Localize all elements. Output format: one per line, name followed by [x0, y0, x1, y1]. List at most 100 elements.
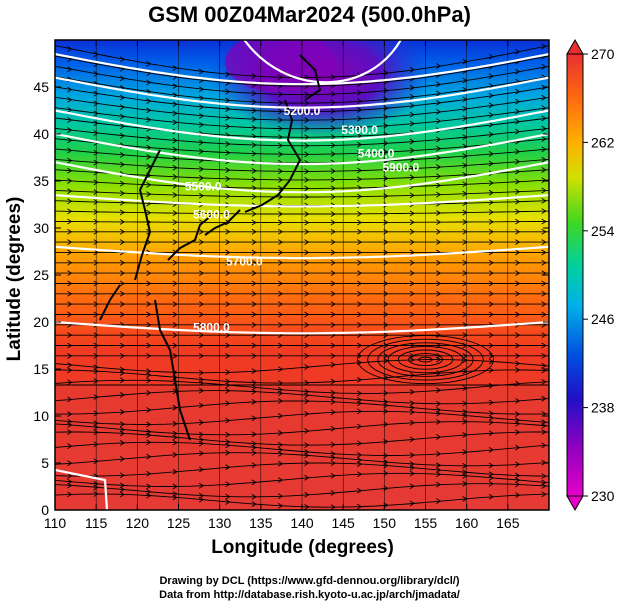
colorbar-ticks: 230 238 246 254 262 270	[583, 46, 615, 504]
wind-arrow	[436, 109, 442, 115]
wind-arrow	[172, 342, 178, 349]
credit-drawing: Drawing by DCL (https://www.gfd-dennou.o…	[159, 575, 460, 587]
contour-line	[55, 53, 549, 86]
wind-arrow	[146, 280, 152, 287]
wind-arrow	[93, 458, 99, 465]
wind-arrow	[304, 239, 310, 245]
wind-arrow	[515, 249, 521, 256]
wind-arrow	[515, 411, 521, 417]
y-tick-label: 35	[33, 173, 49, 189]
wind-arrow	[330, 409, 336, 416]
wind-arrow	[488, 73, 494, 80]
wind-arrow	[67, 491, 73, 498]
wind-arrow	[172, 491, 178, 497]
wind-arrow	[488, 399, 494, 406]
wind-arrow	[330, 125, 336, 132]
wind-arrow	[146, 407, 152, 413]
wind-arrow	[409, 111, 415, 118]
wind-arrow	[251, 99, 257, 105]
wind-arrow	[383, 408, 389, 415]
wind-arrow	[515, 259, 521, 266]
wind-arrow	[304, 342, 310, 349]
wind-arrow	[119, 486, 126, 493]
wind-arrow	[278, 386, 284, 393]
wind-arrow	[198, 192, 205, 199]
wind-arrow	[488, 121, 494, 128]
wind-arrow	[93, 332, 99, 339]
wind-arrow	[409, 239, 415, 245]
wind-arrow	[304, 442, 310, 449]
wind-arrow	[357, 321, 363, 328]
map-title: GSM 00Z04Mar2024 (500.0hPa)	[148, 2, 471, 27]
wind-arrow	[541, 177, 547, 184]
wind-arrow	[67, 188, 73, 194]
wind-arrow	[146, 290, 152, 297]
wind-arrow	[409, 249, 415, 256]
wind-arrow	[251, 440, 257, 447]
wind-arrow	[172, 332, 178, 339]
wind-arrow	[278, 74, 284, 81]
wind-arrow	[409, 84, 415, 91]
wind-arrow	[146, 107, 152, 114]
wind-arrow	[67, 249, 73, 256]
wind-arrow	[278, 342, 284, 349]
wind-arrow	[383, 249, 389, 256]
wind-arrow	[409, 470, 415, 477]
contour-label: 5200.0	[284, 104, 321, 118]
wind-arrow	[330, 460, 336, 467]
wind-arrow	[383, 70, 389, 76]
wind-arrow	[488, 410, 494, 417]
contour-line	[55, 194, 549, 208]
wind-arrow	[330, 394, 336, 401]
wind-arrow	[436, 280, 442, 287]
contour-line	[55, 320, 549, 335]
wind-arrow	[278, 151, 284, 158]
wind-arrow	[225, 249, 231, 256]
wind-arrow	[93, 301, 99, 308]
wind-arrow	[225, 449, 231, 456]
wind-arrow	[251, 342, 257, 349]
wind-arrow	[93, 342, 99, 349]
wind-arrow	[383, 259, 389, 266]
wind-arrow	[409, 219, 415, 226]
wind-arrow	[119, 161, 126, 168]
wind-arrow	[357, 124, 363, 131]
wind-arrow	[225, 352, 231, 359]
wind-arrow	[304, 280, 310, 287]
wind-arrow	[67, 117, 73, 123]
wind-arrow	[357, 290, 363, 297]
wind-arrow	[409, 192, 415, 199]
wind-arrow	[67, 460, 73, 467]
wind-arrow	[488, 189, 494, 196]
wind-arrow	[251, 211, 257, 217]
wind-arrow	[383, 321, 389, 328]
wind-arrow	[251, 290, 257, 297]
wind-arrow	[541, 228, 547, 235]
wind-arrow	[304, 428, 310, 434]
wind-arrow	[146, 453, 152, 460]
wind-arrow	[541, 395, 547, 402]
x-tick-label: 125	[167, 515, 191, 531]
wind-arrow	[146, 301, 152, 308]
wind-arrow	[436, 191, 442, 198]
wind-arrow	[436, 451, 442, 457]
wind-arrow	[93, 259, 99, 266]
wind-arrow	[515, 481, 521, 488]
wind-arrow	[119, 113, 126, 120]
wind-arrow	[304, 364, 310, 370]
wind-arrow	[146, 377, 152, 384]
wind-arrow	[119, 440, 126, 446]
wind-arrow	[488, 419, 494, 426]
x-axis-ticks: 110 115 120 125 130 135 140 145 150 155 160 165	[44, 40, 520, 531]
wind-arrow	[278, 366, 284, 373]
wind-arrow	[436, 400, 442, 407]
wind-arrow	[198, 166, 205, 172]
wind-arrow	[119, 409, 126, 415]
wind-arrow	[146, 332, 152, 339]
wind-arrow	[172, 270, 178, 277]
wind-arrow	[330, 108, 336, 115]
wind-arrow	[93, 179, 99, 186]
wind-arrow	[146, 352, 152, 359]
contour-line	[55, 161, 549, 194]
wind-arrow	[488, 290, 494, 297]
